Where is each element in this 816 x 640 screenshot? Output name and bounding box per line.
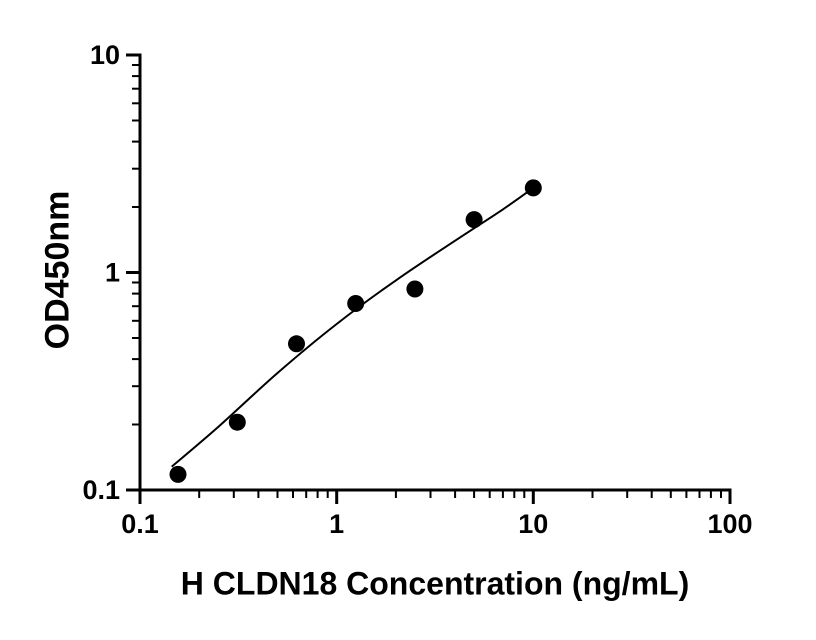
data-points — [169, 179, 542, 483]
y-tick-label: 0.1 — [82, 475, 120, 505]
x-tick-label: 0.1 — [121, 509, 159, 539]
minor-ticks — [132, 64, 722, 498]
fit-curve-group — [171, 187, 534, 468]
data-point — [524, 179, 542, 197]
data-point — [169, 465, 187, 483]
axis-spines — [138, 53, 732, 492]
data-point — [347, 295, 365, 312]
x-tick-label: 1 — [329, 509, 344, 539]
data-point — [288, 335, 305, 353]
y-tick-label: 10 — [90, 40, 120, 70]
y-tick-label: 1 — [105, 258, 120, 288]
x-tick-label: 100 — [707, 509, 752, 539]
data-point — [465, 211, 483, 229]
fit-curve — [171, 187, 534, 468]
y-axis-title: OD450nm — [38, 190, 77, 350]
data-point — [228, 413, 246, 431]
x-tick-label: 10 — [518, 509, 548, 539]
x-axis-title: H CLDN18 Concentration (ng/mL) — [180, 565, 690, 602]
major-ticks-and-labels: 0.1 1 10 100 0.1 1 10 — [82, 40, 752, 539]
data-point — [406, 280, 424, 298]
